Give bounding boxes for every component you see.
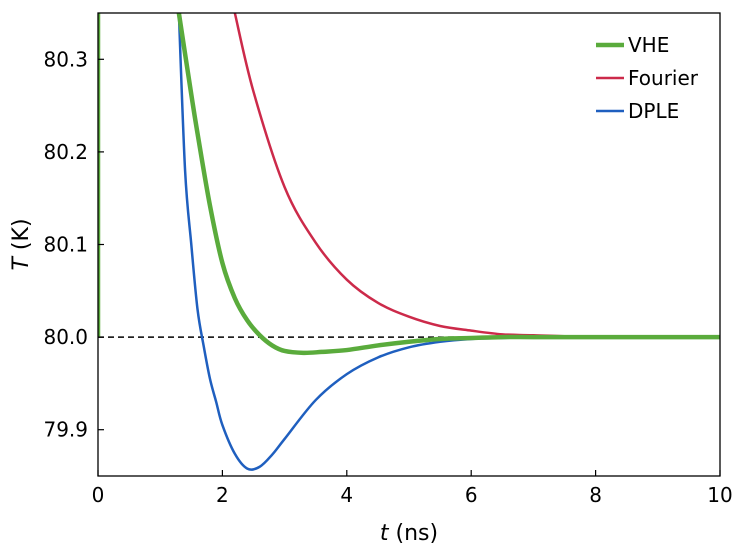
ticks-layer: 0 2 4 6 8 10 79.9 80.0 80.1 80.2 80.3: [43, 47, 732, 507]
x-axis-label: t (ns): [380, 521, 438, 546]
legend-label-vhe: VHE: [628, 33, 669, 57]
x-axis-label-unit: (ns): [396, 521, 439, 546]
y-tick-label: 79.9: [43, 418, 88, 442]
series-layer: [98, 13, 720, 471]
x-tick-label: 8: [589, 483, 602, 507]
y-axis-label-unit: (K): [9, 218, 34, 250]
x-axis-label-var: t: [380, 521, 390, 546]
series-vhe-line: [176, 13, 720, 356]
y-tick-label: 80.0: [43, 325, 88, 349]
y-tick-label: 80.1: [43, 233, 88, 257]
legend-label-fourier: Fourier: [628, 66, 699, 90]
y-tick-label: 80.2: [43, 140, 88, 164]
series-fourier-line: [233, 13, 720, 339]
x-tick-label: 4: [340, 483, 353, 507]
x-tick-label: 6: [465, 483, 478, 507]
x-tick-label: 2: [216, 483, 229, 507]
y-axis-label-var: T: [9, 256, 34, 271]
y-axis-label: T (K): [9, 218, 34, 270]
y-tick-label: 80.3: [43, 47, 88, 71]
legend: VHE Fourier DPLE: [596, 33, 699, 123]
x-tick-label: 0: [92, 483, 105, 507]
x-tick-label: 10: [707, 483, 732, 507]
legend-label-dple: DPLE: [628, 99, 679, 123]
